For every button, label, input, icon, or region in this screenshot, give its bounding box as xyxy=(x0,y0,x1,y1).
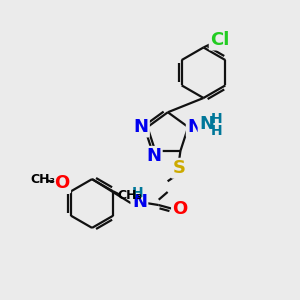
Text: Cl: Cl xyxy=(210,31,230,49)
Text: O: O xyxy=(54,174,70,192)
Text: O: O xyxy=(172,200,188,217)
Text: H: H xyxy=(210,124,222,138)
Text: N: N xyxy=(146,147,161,165)
Text: S: S xyxy=(172,159,185,177)
Text: H: H xyxy=(210,112,222,126)
Text: CH₃: CH₃ xyxy=(30,173,55,186)
Text: CH₃: CH₃ xyxy=(118,189,142,202)
Text: H: H xyxy=(132,186,144,200)
Text: N: N xyxy=(132,193,147,211)
Text: N: N xyxy=(134,118,148,136)
Text: N: N xyxy=(199,115,214,133)
Text: N: N xyxy=(187,118,202,136)
